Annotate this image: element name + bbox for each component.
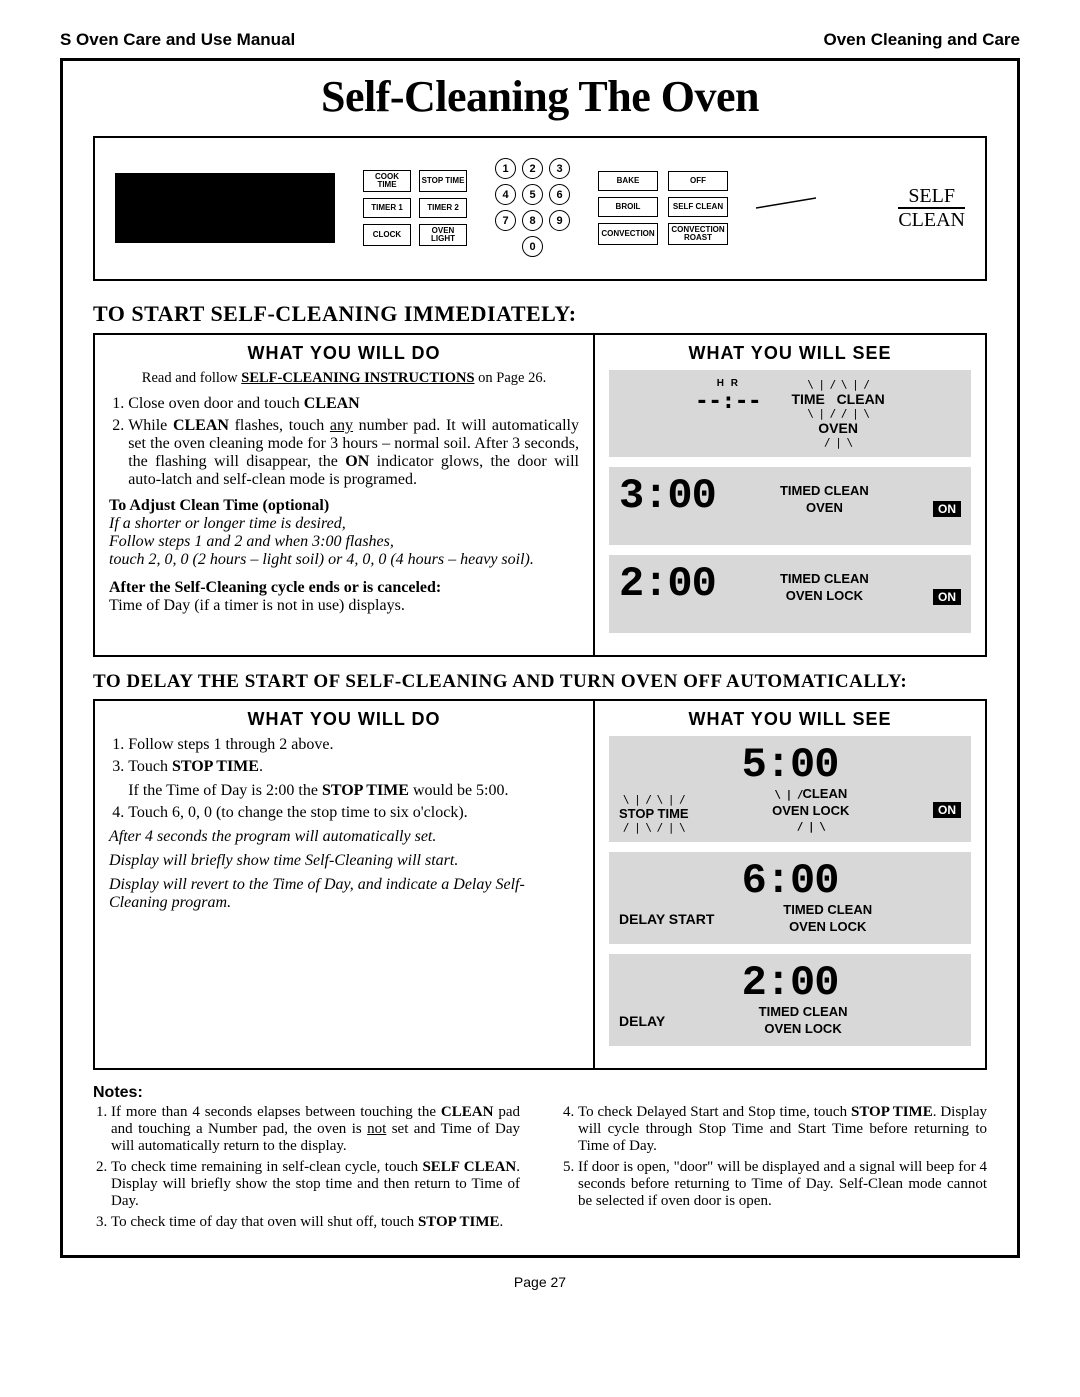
section2-heading: TO DELAY THE START OF SELF-CLEANING AND … [93,671,987,693]
timer1-btn: TIMER 1 [363,198,411,218]
adjust-1: If a shorter or longer time is desired, [109,515,579,533]
read-note: Read and follow SELF-CLEANING INSTRUCTIO… [109,370,579,387]
after-text: Time of Day (if a timer is not in use) d… [109,597,579,615]
steps-list: Close oven door and touch CLEAN While CL… [109,395,579,489]
after2-2: Display will briefly show time Self-Clea… [109,852,579,870]
note-1: If more than 4 seconds elapses between t… [111,1104,520,1155]
timer2-btn: TIMER 2 [419,198,467,218]
step2-1: Follow steps 1 through 2 above. [128,736,579,754]
step2-3: Touch STOP TIME. If the Time of Day is 2… [128,758,579,800]
after2-1: After 4 seconds the program will automat… [109,828,579,846]
note-3: To check time of day that oven will shut… [111,1214,520,1231]
section1-do-col: WHAT YOU WILL DO Read and follow SELF-CL… [95,335,595,655]
see-heading: WHAT YOU WILL SEE [595,343,985,364]
cook-time-btn: COOK TIME [363,170,411,192]
lcd-display [115,173,335,243]
stop-time-btn: STOP TIME [419,170,467,192]
note-5: If door is open, "door" will be displaye… [578,1159,987,1210]
oven-light-btn: OVEN LIGHT [419,224,467,246]
clock-btn: CLOCK [363,224,411,246]
adjust-heading: To Adjust Clean Time (optional) [109,497,579,515]
section2-do-col: WHAT YOU WILL DO Follow steps 1 through … [95,701,595,1068]
section2-box: WHAT YOU WILL DO Follow steps 1 through … [93,699,987,1070]
display-5: 6:00 DELAY START TIMED CLEAN OVEN LOCK [609,852,971,944]
mode-buttons: BAKE OFF BROIL SELF CLEAN CONVECTION CON… [598,171,728,245]
display-4: 5:00 \ | / \ | / STOP TIME / | \ / | \ \… [609,736,971,842]
key-2: 2 [522,158,543,179]
key-5: 5 [522,184,543,205]
numeric-keypad: 1 2 3 4 5 6 7 8 9 0 [495,158,570,257]
page-title: Self-Cleaning The Oven [93,71,987,122]
section1-heading: TO START SELF-CLEANING IMMEDIATELY: [93,301,987,327]
self-clean-btn: SELF CLEAN [668,197,728,217]
bake-btn: BAKE [598,171,658,191]
section2-see-col: WHAT YOU WILL SEE 5:00 \ | / \ | / STOP … [595,701,985,1068]
section1-box: WHAT YOU WILL DO Read and follow SELF-CL… [93,333,987,657]
do-heading-2: WHAT YOU WILL DO [109,709,579,730]
note-2: To check time remaining in self-clean cy… [111,1159,520,1210]
pointer-line [756,193,816,223]
key-0: 0 [522,236,543,257]
display-2: 3:00 TIMED CLEAN OVEN ON [609,467,971,545]
key-6: 6 [549,184,570,205]
steps-list-2: Follow steps 1 through 2 above. Touch ST… [109,736,579,822]
content-frame: Self-Cleaning The Oven COOK TIME STOP TI… [60,58,1020,1258]
key-4: 4 [495,184,516,205]
off-btn: OFF [668,171,728,191]
header-row: S Oven Care and Use Manual Oven Cleaning… [60,30,1020,50]
display-1: H R --:-- \ | / \ | / TIME CLEAN \ | / /… [609,370,971,457]
header-left: S Oven Care and Use Manual [60,30,295,50]
display-3: 2:00 TIMED CLEAN OVEN LOCK ON [609,555,971,633]
self-clean-callout: SELF CLEAN [898,186,965,230]
do-heading: WHAT YOU WILL DO [109,343,579,364]
page: S Oven Care and Use Manual Oven Cleaning… [0,0,1080,1330]
adjust-3: touch 2, 0, 0 (2 hours – light soil) or … [109,551,579,569]
after2-3: Display will revert to the Time of Day, … [109,876,579,912]
control-panel-illustration: COOK TIME STOP TIME TIMER 1 TIMER 2 CLOC… [93,136,987,281]
step2-4: Touch 6, 0, 0 (to change the stop time t… [128,804,579,822]
see-heading-2: WHAT YOU WILL SEE [595,709,985,730]
header-right: Oven Cleaning and Care [824,30,1021,50]
notes-columns: If more than 4 seconds elapses between t… [93,1102,987,1235]
note-4: To check Delayed Start and Stop time, to… [578,1104,987,1155]
timer-buttons: COOK TIME STOP TIME TIMER 1 TIMER 2 CLOC… [363,170,467,246]
key-8: 8 [522,210,543,231]
section1-see-col: WHAT YOU WILL SEE H R --:-- \ | / \ | / … [595,335,985,655]
step-2: While CLEAN flashes, touch any number pa… [128,417,579,489]
display-6: 2:00 DELAY TIMED CLEAN OVEN LOCK [609,954,971,1046]
adjust-2: Follow steps 1 and 2 and when 3:00 flash… [109,533,579,551]
key-3: 3 [549,158,570,179]
notes-title: Notes: [93,1084,987,1102]
convection-roast-btn: CONVECTION ROAST [668,223,728,245]
broil-btn: BROIL [598,197,658,217]
after-heading: After the Self-Cleaning cycle ends or is… [109,579,579,597]
convection-btn: CONVECTION [598,223,658,245]
step-1: Close oven door and touch CLEAN [128,395,579,413]
key-9: 9 [549,210,570,231]
page-number: Page 27 [60,1274,1020,1290]
key-1: 1 [495,158,516,179]
key-7: 7 [495,210,516,231]
